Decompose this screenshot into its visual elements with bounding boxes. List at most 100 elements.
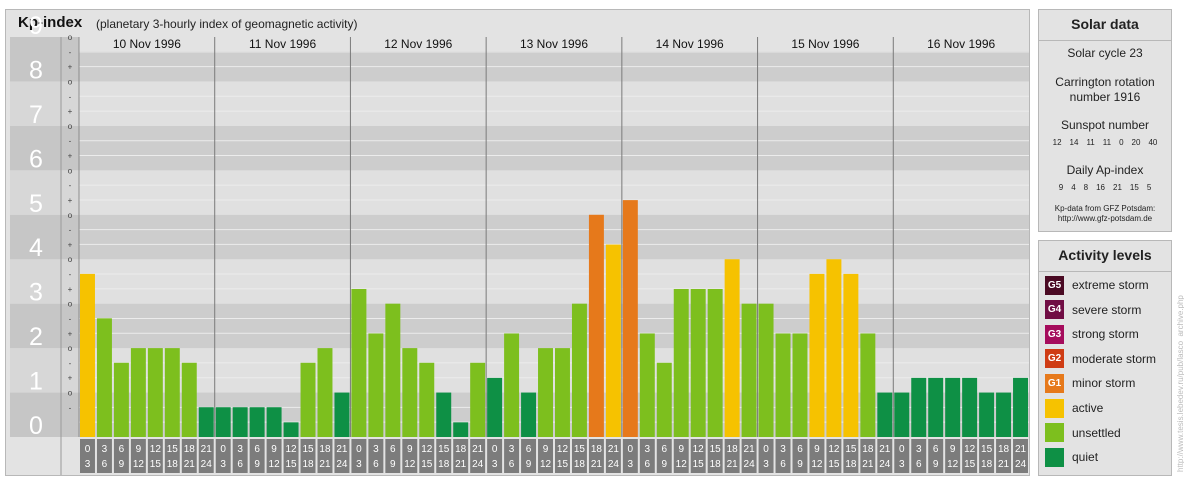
day-label: 16 Nov 1996 <box>927 37 995 51</box>
time-cell <box>147 439 163 473</box>
time-cell <box>521 439 537 473</box>
kp-bar <box>164 348 180 437</box>
time-end-label: 3 <box>85 459 91 470</box>
legend-label: unsettled <box>1072 425 1121 440</box>
time-start-label: 12 <box>421 444 433 455</box>
ap-index-value: 9 <box>1058 183 1064 192</box>
kp-bar <box>130 348 146 437</box>
kp-bar-chart: 0123456789-o+-o+-o+-o+-o+-o+-o+-o+-o+10 … <box>10 12 1029 475</box>
time-cell <box>385 439 401 473</box>
time-end-label: 24 <box>744 459 756 470</box>
kp-bar <box>741 303 757 437</box>
y-minor-mark: o <box>68 389 73 398</box>
time-end-label: 24 <box>879 459 891 470</box>
time-end-label: 6 <box>509 459 515 470</box>
y-minor-mark: - <box>69 48 72 57</box>
y-minor-mark: + <box>68 63 73 72</box>
time-end-label: 9 <box>526 459 532 470</box>
time-end-label: 15 <box>693 459 705 470</box>
ap-index-value: 4 <box>1071 183 1076 192</box>
kp-bar <box>453 422 469 437</box>
time-start-label: 18 <box>319 444 331 455</box>
time-end-label: 24 <box>1015 459 1027 470</box>
legend-label: extreme storm <box>1072 278 1149 292</box>
kp-bar <box>113 362 129 437</box>
plot-band <box>79 170 1029 215</box>
plot-band <box>79 259 1029 304</box>
legend-swatch: G2 <box>1045 349 1064 369</box>
time-start-label: 12 <box>557 444 569 455</box>
kp-bar <box>317 348 333 437</box>
kp-bar <box>656 362 672 437</box>
time-end-label: 21 <box>727 459 739 470</box>
time-cell <box>368 439 384 473</box>
time-cell <box>487 439 503 473</box>
time-end-label: 21 <box>455 459 467 470</box>
time-end-label: 18 <box>167 459 179 470</box>
carrington-rotation-line2: number 1916 <box>1069 90 1141 104</box>
solar-panel-divider <box>1039 40 1171 41</box>
time-start-label: 3 <box>509 444 515 455</box>
time-cell <box>555 439 570 473</box>
sunspot-value: 40 <box>1148 138 1158 147</box>
kp-bar <box>690 289 706 437</box>
time-cell <box>622 439 638 473</box>
levels-panel-title: Activity levels <box>1058 247 1152 263</box>
time-end-label: 12 <box>676 459 688 470</box>
time-cell <box>232 439 248 473</box>
time-start-label: 3 <box>373 444 379 455</box>
time-cell <box>436 439 452 473</box>
time-start-label: 6 <box>119 444 125 455</box>
kp-bar <box>436 392 452 437</box>
levels-panel-divider <box>1039 271 1171 272</box>
kp-bar <box>385 303 401 437</box>
legend-item: G2 moderate storm <box>1045 349 1156 369</box>
time-cell <box>962 439 978 473</box>
time-start-label: 3 <box>780 444 786 455</box>
kp-bar <box>249 407 265 437</box>
watermark: http://www.tesis.lebedev.ru/pub/lasco_ar… <box>1176 295 1184 472</box>
solar-panel-title: Solar data <box>1071 16 1139 32</box>
time-end-label: 18 <box>981 459 993 470</box>
kp-bar <box>911 377 927 437</box>
time-end-label: 9 <box>797 459 803 470</box>
sunspot-value: 12 <box>1052 138 1062 147</box>
legend-item: G5 extreme storm <box>1045 275 1149 295</box>
data-credit-link[interactable]: http://www.gfz-potsdam.de <box>1057 214 1153 223</box>
kp-bar <box>673 289 689 437</box>
time-start-label: 21 <box>472 444 484 455</box>
time-end-label: 24 <box>608 459 620 470</box>
kp-bar <box>707 289 723 437</box>
ap-index-value: 8 <box>1083 183 1089 192</box>
kp-bar <box>555 348 570 437</box>
legend-item: G4 severe storm <box>1045 300 1141 320</box>
kp-bar <box>877 392 893 437</box>
time-end-label: 12 <box>540 459 552 470</box>
time-cell <box>504 439 520 473</box>
y-minor-mark: o <box>68 33 73 42</box>
time-start-label: 9 <box>136 444 142 455</box>
time-start-label: 21 <box>201 444 213 455</box>
time-cell <box>860 439 876 473</box>
time-cell <box>979 439 995 473</box>
kp-bar <box>758 303 774 437</box>
time-start-label: 6 <box>390 444 396 455</box>
time-start-label: 6 <box>797 444 803 455</box>
data-credit-line1: Kp-data from GFZ Potsdam: <box>1054 204 1156 213</box>
kp-bar <box>215 407 231 437</box>
kp-bar <box>826 259 842 437</box>
kp-bar <box>588 214 604 437</box>
solar-data-panel: Solar data Solar cycle 23 Carrington rot… <box>1038 9 1172 232</box>
y-tick-label: 5 <box>29 190 43 218</box>
y-minor-mark: o <box>68 77 73 86</box>
time-end-label: 18 <box>710 459 722 470</box>
time-start-label: 12 <box>828 444 840 455</box>
kp-bar <box>571 303 587 437</box>
y-tick-label: 1 <box>29 368 43 396</box>
time-start-label: 6 <box>933 444 939 455</box>
sunspot-value: 14 <box>1069 138 1079 147</box>
time-end-label: 24 <box>472 459 484 470</box>
time-cell <box>453 439 469 473</box>
time-cell <box>996 439 1012 473</box>
time-end-label: 15 <box>150 459 162 470</box>
